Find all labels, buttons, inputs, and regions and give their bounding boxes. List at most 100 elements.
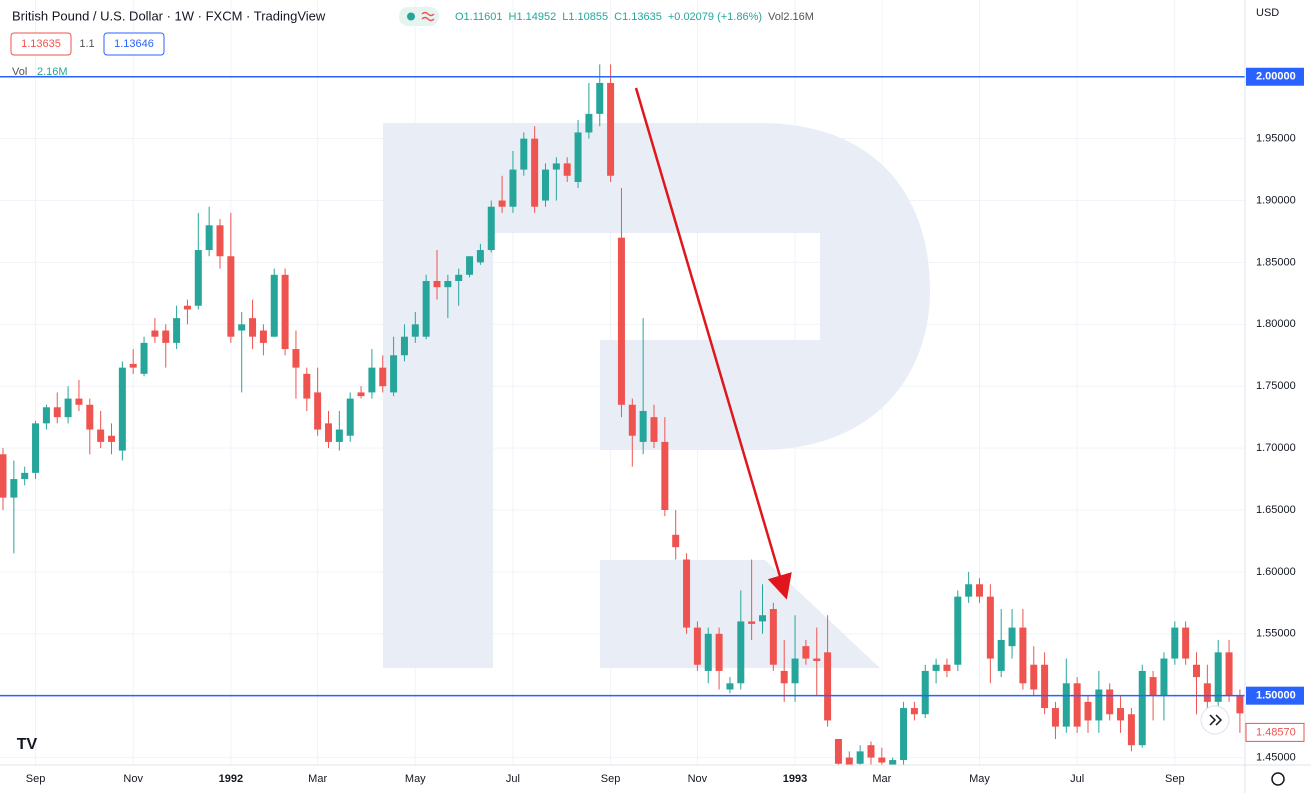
candle-body [140, 342, 148, 374]
candle-body [118, 367, 126, 451]
x-tick-label: Sep [1165, 773, 1185, 785]
candle-body [183, 305, 191, 310]
candle-body [802, 646, 810, 659]
price-line-tag [1246, 67, 1304, 86]
candle-body [227, 256, 235, 337]
candle-body [845, 757, 853, 765]
candle-body [32, 423, 40, 473]
candle-body [748, 621, 756, 624]
ask-price: 1.13646 [114, 38, 154, 50]
candle-body [216, 225, 224, 257]
candle-body [531, 138, 539, 207]
x-tick-label: Nov [123, 773, 143, 785]
candle-body [21, 472, 29, 480]
x-tick-label: Mar [872, 773, 891, 785]
symbol-title: British Pound / U.S. Dollar · 1W · FXCM … [12, 8, 326, 23]
candle-body [1051, 708, 1059, 727]
candle-body [563, 163, 571, 176]
plot [0, 64, 1245, 765]
candle-body [466, 256, 474, 275]
candle-body [1062, 683, 1070, 727]
candle-body [704, 633, 712, 671]
candle-body [780, 670, 788, 684]
candle-body [53, 407, 61, 418]
candle-body [292, 349, 300, 368]
price-line-label: 2.00000 [1256, 71, 1296, 83]
candle-body [976, 584, 983, 597]
candle-body [542, 169, 549, 201]
x-tick-label: Jul [506, 773, 520, 785]
y-tick-label: 1.90000 [1256, 194, 1296, 206]
candle-body [162, 330, 170, 343]
candle-body [639, 410, 647, 442]
candle-body [1193, 664, 1200, 678]
x-tick-label: Jul [1070, 773, 1084, 785]
buy-button[interactable] [103, 32, 165, 56]
status-badge[interactable] [399, 7, 439, 26]
candle-body [1214, 652, 1222, 702]
y-tick-label: 1.95000 [1256, 133, 1296, 145]
candle-body [520, 138, 528, 170]
y-tick-label: 1.60000 [1256, 566, 1296, 578]
y-tick-label: 1.80000 [1256, 318, 1296, 330]
settings-icon[interactable] [1271, 772, 1285, 786]
candle-body [726, 683, 734, 690]
candle-body [889, 760, 897, 765]
price-line-tag [1246, 686, 1304, 705]
candle-body [64, 398, 72, 418]
candle-body [878, 757, 886, 763]
volume-label: Vol [12, 66, 27, 78]
candle-body [259, 330, 267, 343]
candle-body [943, 664, 951, 671]
bid-price: 1.13635 [21, 38, 61, 50]
x-tick-label: Nov [688, 773, 708, 785]
header-value: O1.11601 [455, 11, 503, 23]
candle-body [1019, 627, 1027, 684]
header-value: H1.14952 [509, 11, 557, 23]
candle-body [954, 596, 962, 665]
candle-body [1127, 714, 1135, 746]
candle-body [325, 423, 332, 442]
candle-body [650, 417, 658, 442]
last-price-label: 1.48570 [1256, 726, 1296, 738]
candle-body [661, 441, 669, 510]
candle-body [476, 250, 484, 263]
y-tick-label: 1.55000 [1256, 628, 1296, 640]
sell-button[interactable] [10, 32, 72, 56]
currency[interactable]: USD [1256, 7, 1279, 19]
scroll-icon [1209, 714, 1223, 726]
x-tick-label: Sep [601, 773, 621, 785]
candle-body [585, 113, 593, 133]
axes: 1.45000 1.50000 1.55000 1.60000 1.65000 1.700… [26, 67, 1305, 785]
candle-body [411, 324, 419, 337]
status-icon [421, 11, 435, 22]
candle-body [1203, 683, 1211, 702]
candle-body [335, 429, 343, 442]
candle-body [921, 670, 929, 715]
header-value: L1.10855 [562, 11, 608, 23]
candle-body [1008, 627, 1016, 647]
candle-body [1106, 689, 1114, 715]
candle-body [433, 280, 441, 288]
status-dot [407, 12, 415, 21]
candle-body [1225, 652, 1233, 696]
candle-body [498, 200, 506, 207]
candle-body [1149, 677, 1157, 696]
candle-body [194, 250, 202, 306]
candle-body [693, 627, 701, 665]
candle-body [368, 367, 376, 393]
candle-body [715, 633, 723, 671]
candle-body [834, 739, 842, 764]
candle-body [759, 615, 766, 622]
header-value: Vol2.16M [768, 11, 814, 23]
candle-body [1030, 664, 1038, 690]
candle-body [270, 274, 278, 337]
candle-body [205, 225, 213, 251]
candle-body [129, 363, 137, 368]
candle-body [173, 318, 181, 343]
candle-body [1236, 695, 1244, 714]
y-tick-label: 1.70000 [1256, 442, 1296, 454]
candle-body [1117, 708, 1125, 721]
candle-body [1171, 627, 1179, 659]
